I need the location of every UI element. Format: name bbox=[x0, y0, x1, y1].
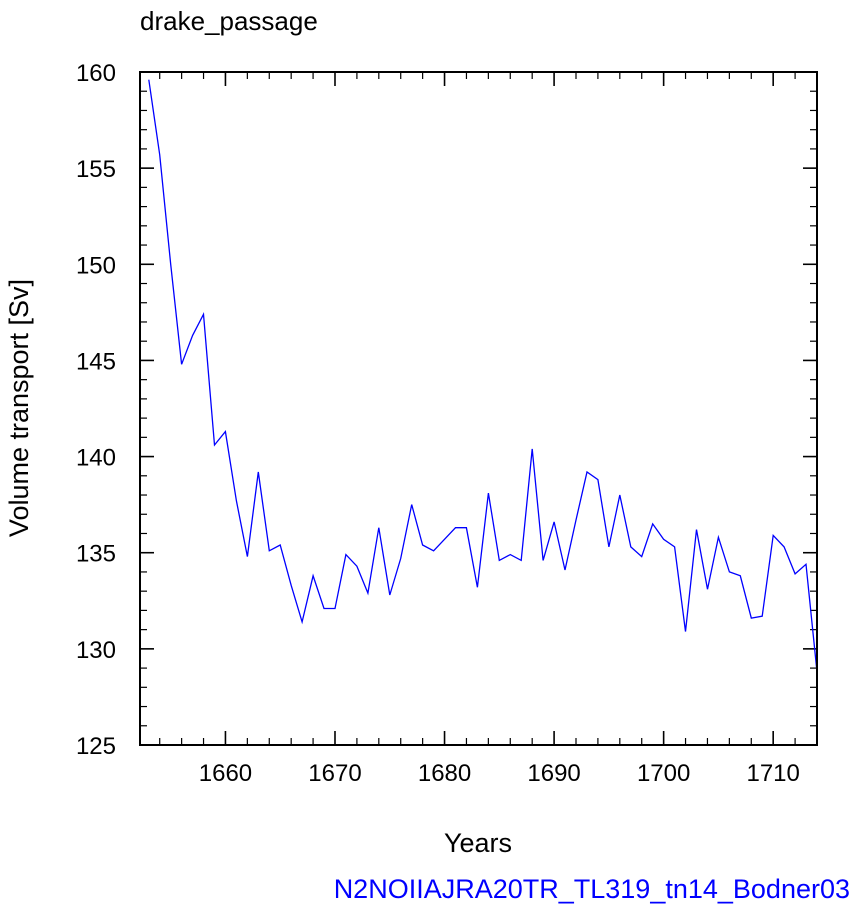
minor-ticks bbox=[140, 72, 818, 745]
x-tick-label: 1680 bbox=[418, 760, 471, 787]
x-tick-label: 1690 bbox=[527, 760, 580, 787]
y-tick-labels: 125 130 135 140 145 150 155 160 bbox=[76, 60, 116, 760]
y-tick-label: 155 bbox=[76, 156, 116, 183]
y-tick-label: 150 bbox=[76, 252, 116, 279]
y-tick-label: 130 bbox=[76, 637, 116, 664]
x-tick-label: 1700 bbox=[637, 760, 690, 787]
y-axis-label: Volume transport [Sv] bbox=[4, 279, 34, 537]
series-line bbox=[148, 79, 818, 672]
chart-title: drake_passage bbox=[140, 6, 318, 36]
y-tick-label: 125 bbox=[76, 733, 116, 760]
y-tick-label: 160 bbox=[76, 60, 116, 87]
x-tick-labels: 1660 1670 1680 1690 1700 1710 bbox=[199, 760, 800, 787]
y-tick-label: 140 bbox=[76, 445, 116, 472]
x-tick-label: 1660 bbox=[199, 760, 252, 787]
y-tick-label: 145 bbox=[76, 348, 116, 375]
y-tick-label: 135 bbox=[76, 541, 116, 568]
footer-label: N2NOIIAJRA20TR_TL319_tn14_Bodner03 bbox=[334, 874, 850, 904]
major-ticks bbox=[140, 71, 817, 746]
plot-frame bbox=[139, 71, 818, 746]
x-axis-label: Years bbox=[444, 828, 512, 858]
x-tick-label: 1670 bbox=[308, 760, 361, 787]
x-tick-label: 1710 bbox=[746, 760, 799, 787]
